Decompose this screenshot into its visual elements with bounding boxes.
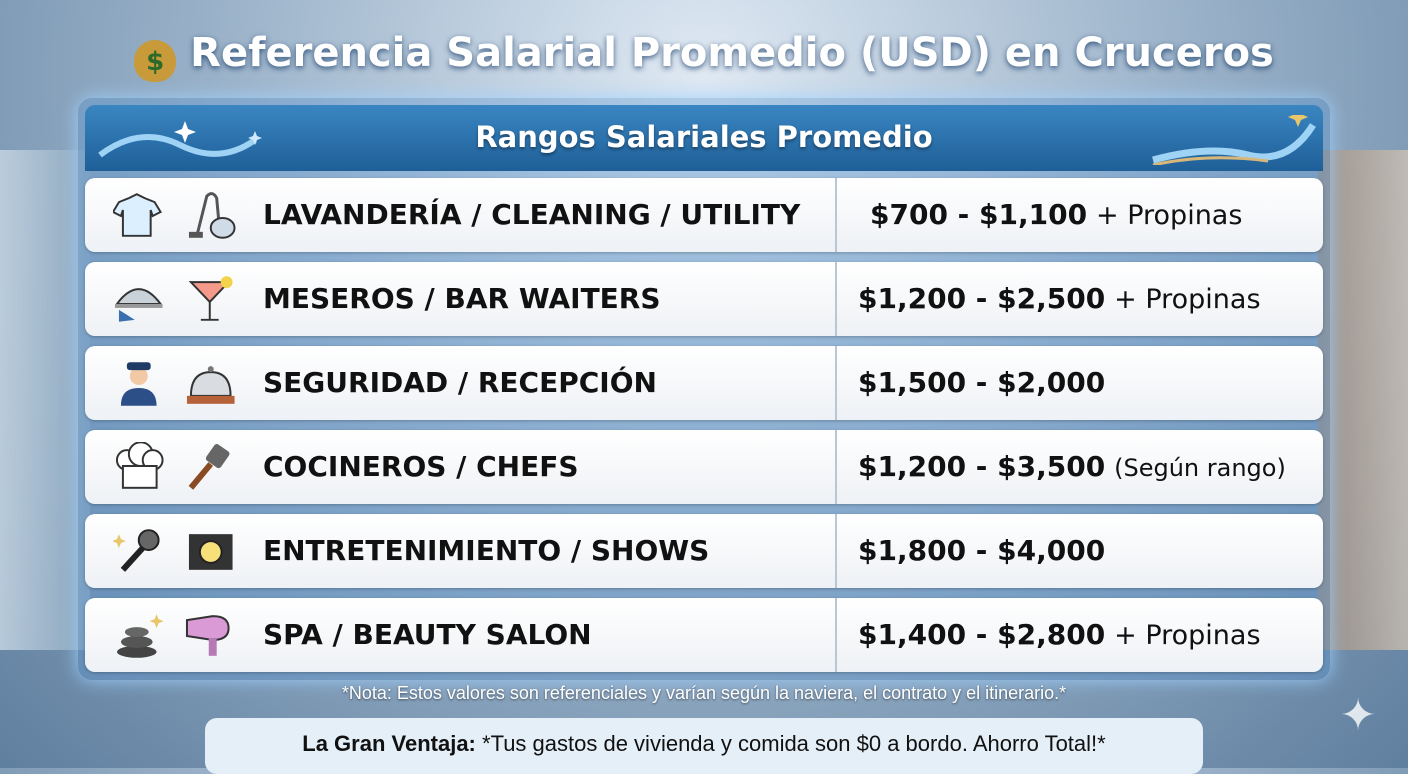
serving-tray-icon bbox=[114, 288, 163, 322]
salary-range-value: $1,500 - $2,000 bbox=[858, 366, 1106, 399]
spa-stones-icon bbox=[116, 614, 164, 658]
advantage-text: *Tus gastos de vivienda y comida son $0 … bbox=[482, 731, 1106, 756]
column-divider bbox=[835, 262, 837, 336]
job-title: ENTRETENIMIENTO / SHOWS bbox=[263, 534, 710, 567]
salary-range: $1,800 - $4,000 bbox=[858, 514, 1105, 589]
row-icons bbox=[113, 190, 238, 240]
title-text: Referencia Salarial Promedio (USD) en Cr… bbox=[190, 30, 1274, 76]
job-title: MESEROS / BAR WAITERS bbox=[263, 282, 661, 315]
salary-row: LAVANDERÍA / CLEANING / UTILITY $700 - $… bbox=[85, 178, 1323, 252]
salary-range: $1,200 - $2,500 + Propinas bbox=[858, 262, 1261, 337]
row-icons bbox=[113, 526, 238, 576]
background-wall bbox=[1318, 150, 1408, 650]
wave-icon bbox=[98, 121, 262, 158]
column-divider bbox=[835, 430, 837, 504]
shirt-icon bbox=[113, 193, 162, 237]
table-header-text: Rangos Salariales Promedio bbox=[475, 120, 933, 154]
chef-hat-icon bbox=[115, 442, 164, 489]
salary-row: SPA / BEAUTY SALON $1,400 - $2,800 + Pro… bbox=[85, 598, 1323, 672]
row-icons bbox=[113, 358, 238, 408]
service-bell-icon bbox=[186, 366, 235, 404]
background-window bbox=[0, 150, 90, 650]
disclaimer-note: *Nota: Estos valores son referenciales y… bbox=[341, 683, 1067, 703]
spatula-icon bbox=[188, 444, 230, 490]
salary-row: COCINEROS / CHEFS $1,200 - $3,500 (Según… bbox=[85, 430, 1323, 504]
job-title: LAVANDERÍA / CLEANING / UTILITY bbox=[263, 198, 801, 231]
security-guard-icon bbox=[120, 362, 157, 406]
job-title: SEGURIDAD / RECEPCIÓN bbox=[263, 366, 657, 399]
vacuum-cleaner-icon bbox=[188, 192, 236, 239]
salary-row: MESEROS / BAR WAITERS $1,200 - $2,500 + … bbox=[85, 262, 1323, 336]
advantage-label: La Gran Ventaja: bbox=[302, 731, 476, 756]
salary-range-value: $700 - $1,100 bbox=[870, 198, 1088, 231]
salary-extra: + Propinas bbox=[1114, 620, 1261, 651]
table-header: Rangos Salariales Promedio bbox=[85, 105, 1323, 171]
salary-extra: + Propinas bbox=[1114, 284, 1261, 315]
column-divider bbox=[835, 514, 837, 588]
salary-range-value: $1,200 - $3,500 bbox=[858, 450, 1106, 483]
spotlight-icon bbox=[188, 534, 233, 570]
money-bag-icon: $ bbox=[134, 40, 177, 82]
cocktail-icon bbox=[188, 276, 233, 321]
row-icons bbox=[113, 274, 238, 324]
salary-range-value: $1,200 - $2,500 bbox=[858, 282, 1106, 315]
row-icons bbox=[113, 442, 238, 492]
hair-dryer-icon bbox=[185, 615, 230, 656]
salary-range: $700 - $1,100 + Propinas bbox=[870, 178, 1242, 253]
job-title: SPA / BEAUTY SALON bbox=[263, 618, 592, 651]
salary-row: SEGURIDAD / RECEPCIÓN $1,500 - $2,000 bbox=[85, 346, 1323, 420]
microphone-icon bbox=[113, 529, 160, 572]
compass-star-logo-icon: ✦ bbox=[1339, 690, 1377, 741]
row-icons bbox=[113, 610, 238, 660]
salary-range: $1,400 - $2,800 + Propinas bbox=[858, 598, 1261, 673]
column-divider bbox=[835, 346, 837, 420]
salary-row: ENTRETENIMIENTO / SHOWS $1,800 - $4,000 bbox=[85, 514, 1323, 588]
salary-range-value: $1,800 - $4,000 bbox=[858, 534, 1106, 567]
column-divider bbox=[835, 598, 837, 672]
salary-range-value: $1,400 - $2,800 bbox=[858, 618, 1106, 651]
page-title: $ Referencia Salarial Promedio (USD) en C… bbox=[0, 30, 1408, 82]
salary-range: $1,200 - $3,500 (Según rango) bbox=[858, 430, 1286, 505]
salary-extra: (Según rango) bbox=[1114, 454, 1286, 482]
advantage-banner: La Gran Ventaja: *Tus gastos de vivienda… bbox=[205, 718, 1203, 774]
column-divider bbox=[835, 178, 837, 252]
job-title: COCINEROS / CHEFS bbox=[263, 450, 579, 483]
salary-extra: + Propinas bbox=[1096, 200, 1243, 231]
salary-range: $1,500 - $2,000 bbox=[858, 346, 1105, 421]
wave-icon bbox=[1152, 115, 1316, 165]
